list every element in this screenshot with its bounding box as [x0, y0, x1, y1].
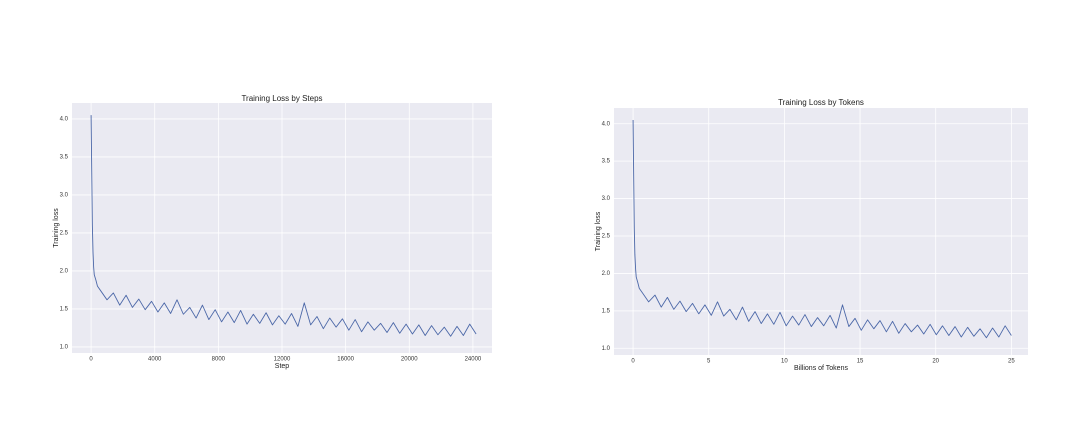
- x-tick-label: 0: [89, 357, 93, 363]
- x-tick-label: 0: [631, 359, 635, 365]
- x-tick-label: 20000: [401, 357, 418, 363]
- x-tick-label: 5: [707, 359, 711, 365]
- x-tick-label: 25: [1008, 359, 1015, 365]
- y-tick-label: 4.0: [602, 121, 611, 127]
- x-tick-label: 15: [857, 359, 864, 365]
- x-axis-label: Billions of Tokens: [794, 365, 848, 372]
- x-tick-label: 20: [932, 359, 939, 365]
- loss-line: [632, 119, 1012, 339]
- chart-title: Training Loss by Steps: [241, 94, 322, 103]
- x-tick-label: 4000: [148, 357, 162, 363]
- y-tick-label: 4.0: [60, 117, 69, 123]
- loss-line: [90, 115, 477, 337]
- x-axis-label: Step: [275, 363, 290, 370]
- y-axis-label: Training loss: [53, 208, 60, 248]
- y-tick-label: 2.5: [602, 234, 611, 240]
- x-tick-label: 16000: [337, 357, 354, 363]
- y-tick-label: 2.0: [60, 269, 69, 275]
- x-tick-label: 10: [781, 359, 788, 365]
- y-tick-label: 3.5: [602, 159, 611, 165]
- y-tick-label: 1.0: [602, 346, 611, 352]
- x-tick-label: 24000: [465, 357, 482, 363]
- x-tick-label: 12000: [274, 357, 291, 363]
- chart-title: Training Loss by Tokens: [778, 98, 864, 107]
- y-tick-label: 1.5: [602, 308, 611, 314]
- y-tick-label: 2.5: [60, 231, 69, 237]
- y-tick-label: 3.0: [602, 196, 611, 202]
- y-tick-label: 1.5: [60, 307, 69, 313]
- x-tick-label: 8000: [212, 357, 226, 363]
- y-axis-label: Training loss: [595, 211, 602, 251]
- plot-area: [614, 108, 1028, 355]
- y-tick-label: 3.0: [60, 193, 69, 199]
- y-tick-label: 1.0: [60, 344, 69, 350]
- y-tick-label: 2.0: [602, 271, 611, 277]
- y-tick-label: 3.5: [60, 155, 69, 161]
